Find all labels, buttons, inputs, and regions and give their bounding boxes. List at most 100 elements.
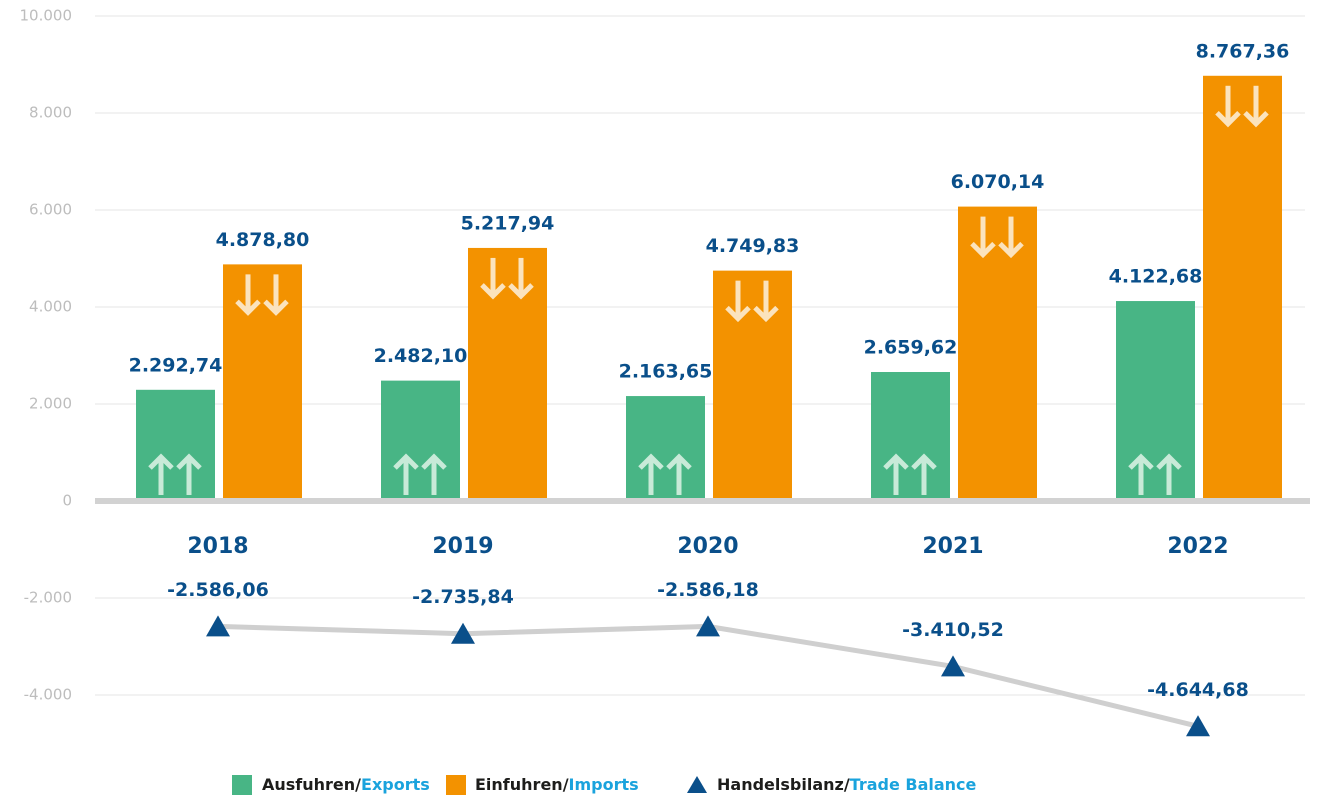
bar [626,396,705,501]
arrow-icon [263,274,289,316]
value-label: -2.735,84 [412,586,514,608]
triangle-marker [696,615,720,637]
bar [871,372,950,501]
value-label: -2.586,18 [657,579,759,601]
arrow-head [480,283,506,300]
arrow-head [508,283,534,300]
legend-label-part: Imports [569,775,639,794]
value-label: 2.659,62 [864,337,958,359]
arrow-icon [421,453,447,495]
y-tick-label: 2.000 [29,395,72,413]
arrow-icon [148,453,174,495]
arrow-head [970,241,996,259]
value-label: -4.644,68 [1147,679,1249,701]
arrow-icon [998,216,1024,259]
arrow-head [666,453,692,470]
arrow-icon [883,453,909,495]
arrow-head [725,305,751,323]
bar [381,380,460,501]
value-label: 4.122,68 [1109,266,1203,288]
arrow-head [176,453,202,470]
y-tick-label: 4.000 [29,298,72,316]
x-tick-label: 2019 [432,534,493,559]
arrow-icon [393,453,419,495]
arrow-icon [666,453,692,495]
bar [468,247,547,501]
y-tick-label: -4.000 [24,686,72,704]
y-tick-label: 8.000 [29,104,72,122]
y-tick-label: 0 [62,492,72,510]
arrow-head [638,453,664,470]
arrow-head [883,453,909,470]
value-label: 2.482,10 [374,345,468,367]
x-tick-label: 2021 [922,534,983,559]
arrow-icon [970,216,996,259]
x-tick-label: 2020 [677,534,738,559]
arrow-icon [1243,85,1269,128]
legend-label: Handelsbilanz/Trade Balance [717,775,977,794]
legend-label-part: Handelsbilanz [717,775,844,794]
legend-separator: / [844,775,850,794]
arrow-icon [911,453,937,495]
arrow-head [1128,453,1154,470]
arrow-icon [753,280,779,323]
value-label: -2.586,06 [167,579,269,601]
arrow-icon [725,280,751,323]
value-label: 2.163,65 [619,361,713,383]
bar [1203,75,1282,501]
line [217,623,1199,729]
arrow-head [148,453,174,470]
bar [1116,301,1195,501]
arrow-icon [480,257,506,300]
legend-swatch [232,775,252,795]
value-label: 5.217,94 [461,212,555,234]
triangle-marker [451,622,475,644]
legend-separator: / [563,775,569,794]
bar [713,270,792,501]
legend-label: Ausfuhren/Exports [262,775,430,794]
arrow-head [1243,111,1269,128]
value-label: 6.070,14 [951,171,1045,193]
arrow-icon [1156,453,1182,495]
arrow-head [235,299,261,316]
value-label: 2.292,74 [129,354,223,376]
arrow-icon [176,453,202,495]
y-tick-label: -2.000 [24,589,72,607]
arrow-head [263,299,289,316]
value-label: 8.767,36 [1196,40,1290,62]
x-tick-label: 2022 [1167,534,1228,559]
y-tick-label: 10.000 [20,7,73,25]
arrow-icon [235,274,261,316]
arrow-head [1215,111,1241,128]
arrow-head [421,453,447,470]
legend-swatch [687,776,707,793]
arrow-head [393,453,419,470]
legend-separator: / [355,775,361,794]
arrow-icon [508,257,534,300]
value-label: 4.878,80 [216,229,310,251]
value-label: 4.749,83 [706,235,800,257]
legend-label: Einfuhren/Imports [475,775,639,794]
bar [136,389,215,501]
triangle-marker [206,615,230,637]
legend-label-part: Trade Balance [850,775,977,794]
arrow-icon [638,453,664,495]
arrow-icon [1128,453,1154,495]
arrow-head [911,453,937,470]
arrow-icon [1215,85,1241,128]
legend-label-part: Ausfuhren [262,775,355,794]
arrow-head [753,305,779,323]
arrow-head [998,241,1024,259]
legend-swatch [446,775,466,795]
y-tick-label: 6.000 [29,201,72,219]
bar [223,264,302,501]
triangle-marker [1186,715,1210,737]
value-label: -3.410,52 [902,619,1004,641]
legend-label-part: Exports [361,775,430,794]
x-tick-label: 2018 [187,534,248,559]
arrow-head [1156,453,1182,470]
legend-label-part: Einfuhren [475,775,563,794]
bar [958,206,1037,501]
triangle-marker [941,655,965,677]
